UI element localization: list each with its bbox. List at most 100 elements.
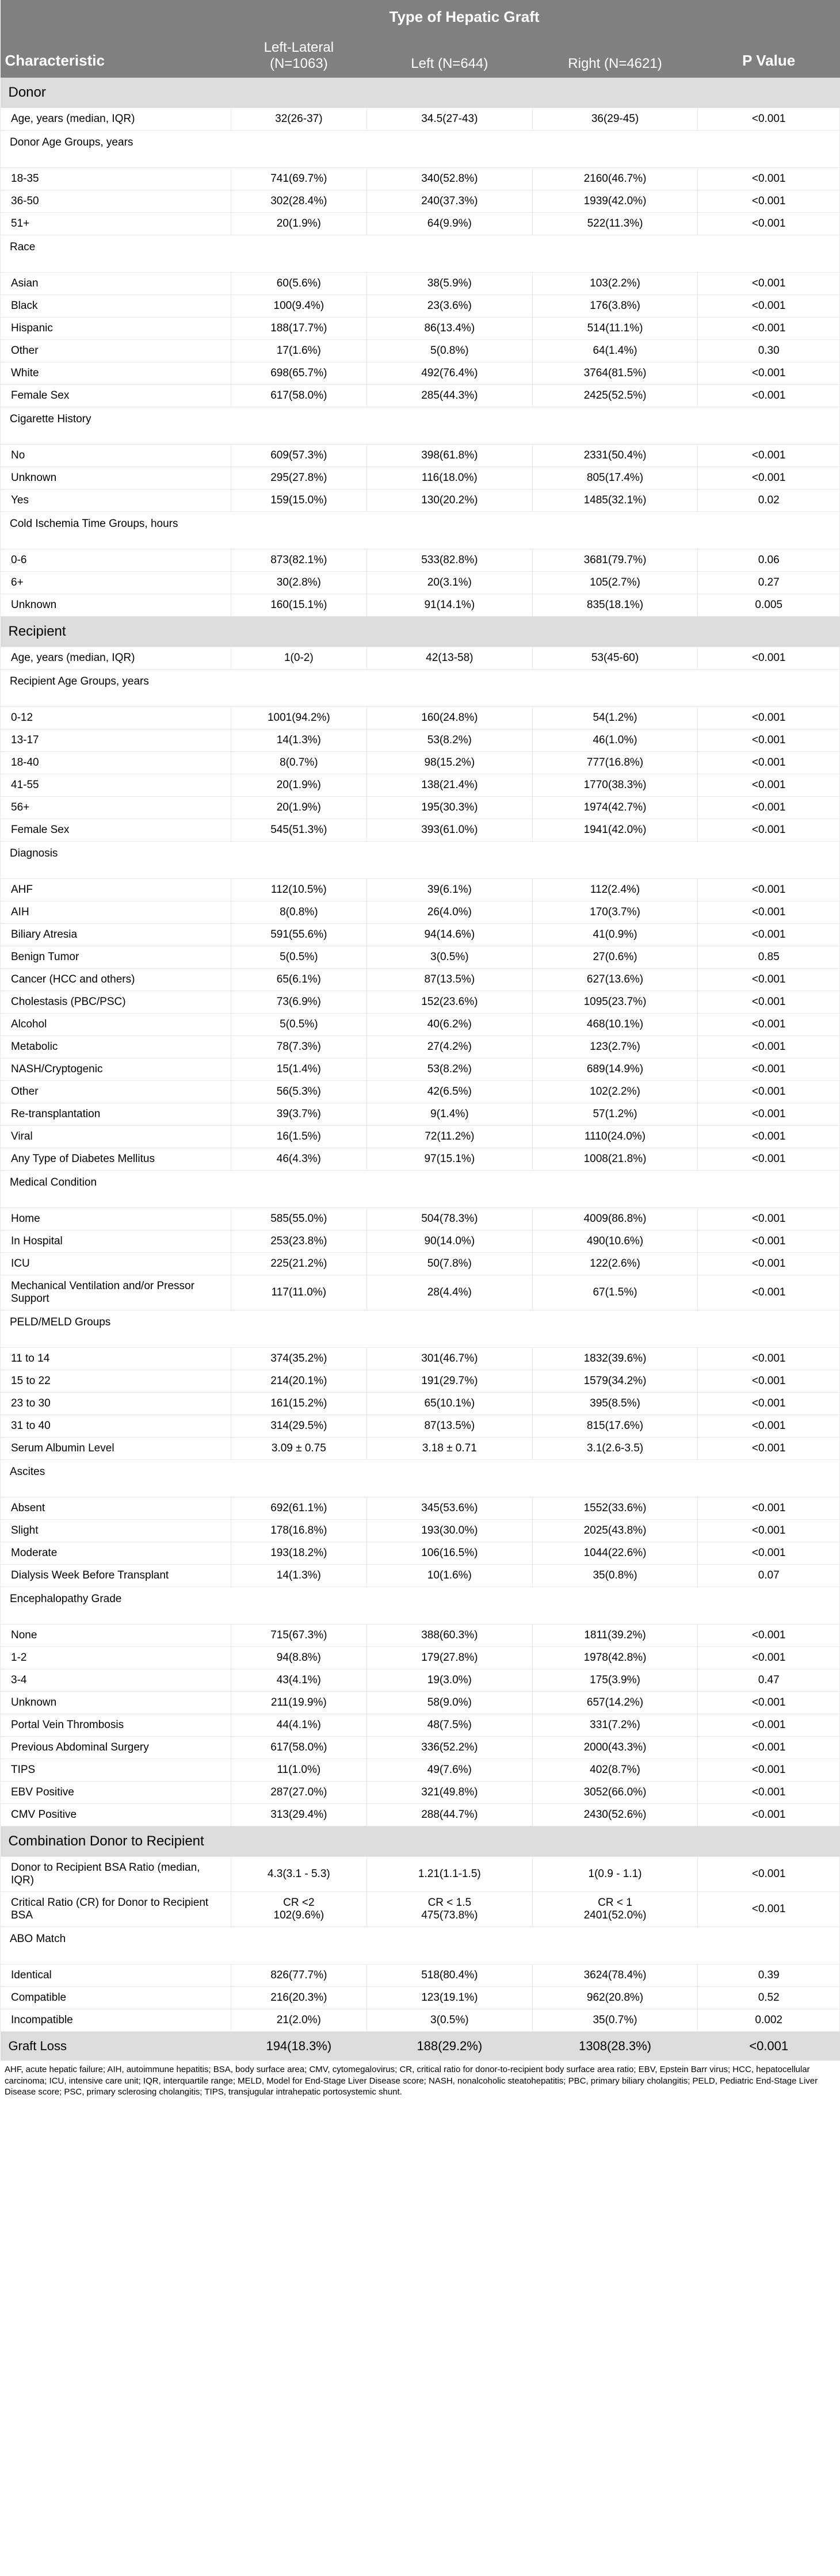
cell-right: 3052(66.0%) [532,1782,698,1804]
cell-left: 285(44.3%) [366,385,532,407]
cell-right: 1095(23.7%) [532,991,698,1014]
cell-left: 50(7.8%) [366,1253,532,1275]
cell-right: 962(20.8%) [532,1987,698,2009]
row-label: In Hospital [1,1230,231,1253]
cell-left: 3.18 ± 0.71 [366,1438,532,1460]
row-label: Unknown [1,467,231,490]
cell-left-lateral: 698(65.7%) [231,362,366,385]
table-row: 3-443(4.1%)19(3.0%)175(3.9%)0.47 [1,1669,840,1692]
cell-right: 835(18.1%) [532,594,698,617]
cell-left-lateral: 178(16.8%) [231,1520,366,1542]
table-row: Unknown160(15.1%)91(14.1%)835(18.1%)0.00… [1,594,840,617]
table-row: No609(57.3%)398(61.8%)2331(50.4%)<0.001 [1,445,840,467]
cell-right: 1552(33.6%) [532,1497,698,1520]
cell-left-lateral: 211(19.9%) [231,1692,366,1714]
cell-right: 175(3.9%) [532,1669,698,1692]
cell-left-lateral: 5(0.5%) [231,1014,366,1036]
cell-left-lateral: 73(6.9%) [231,991,366,1014]
cell-left-lateral: 21(2.0%) [231,2009,366,2032]
cell-pvalue: 0.002 [698,2009,840,2032]
table-row: Identical826(77.7%)518(80.4%)3624(78.4%)… [1,1965,840,1987]
row-label: ICU [1,1253,231,1275]
cell-pvalue: <0.001 [698,991,840,1014]
row-label: No [1,445,231,467]
cell-pvalue: 0.39 [698,1965,840,1987]
table-row: 11 to 14374(35.2%)301(46.7%)1832(39.6%)<… [1,1348,840,1370]
table-row: Serum Albumin Level3.09 ± 0.753.18 ± 0.7… [1,1438,840,1460]
table-row: 31 to 40314(29.5%)87(13.5%)815(17.6%)<0.… [1,1415,840,1438]
cell-right: 36(29-45) [532,108,698,131]
cell-right: 522(11.3%) [532,213,698,235]
graft-loss-left: 188(29.2%) [366,2032,532,2061]
cell-pvalue: 0.02 [698,490,840,512]
row-label: 41-55 [1,774,231,797]
cell-right: 102(2.2%) [532,1081,698,1103]
row-label: 23 to 30 [1,1393,231,1415]
row-label: Other [1,1081,231,1103]
cell-left: 42(6.5%) [366,1081,532,1103]
table-row: Viral16(1.5%)72(11.2%)1110(24.0%)<0.001 [1,1126,840,1148]
cell-left: 26(4.0%) [366,901,532,924]
table-row: Biliary Atresia591(55.6%)94(14.6%)41(0.9… [1,924,840,946]
cell-left: 321(49.8%) [366,1782,532,1804]
row-label: 31 to 40 [1,1415,231,1438]
cell-left: 533(82.8%) [366,549,532,572]
cell-pvalue: 0.30 [698,340,840,362]
cell-pvalue: <0.001 [698,1804,840,1826]
table-row: 51+20(1.9%)64(9.9%)522(11.3%)<0.001 [1,213,840,235]
cell-pvalue: <0.001 [698,1370,840,1393]
cell-left-lateral: 14(1.3%) [231,729,366,752]
cell-left-lateral: 1001(94.2%) [231,707,366,729]
graft-loss-right: 1308(28.3%) [532,2032,698,2061]
subheader-row: Ascites [1,1460,840,1497]
row-label: Dialysis Week Before Transplant [1,1565,231,1587]
cell-right: 4009(86.8%) [532,1208,698,1230]
row-label: Female Sex [1,819,231,842]
table-row: TIPS11(1.0%)49(7.6%)402(8.7%)<0.001 [1,1759,840,1782]
table-row: 6+30(2.8%)20(3.1%)105(2.7%)0.27 [1,572,840,594]
cell-left: 152(23.6%) [366,991,532,1014]
table-row: Cholestasis (PBC/PSC)73(6.9%)152(23.6%)1… [1,991,840,1014]
cell-left: 19(3.0%) [366,1669,532,1692]
section-header-row: Donor [1,78,840,108]
cell-left-lateral: 287(27.0%) [231,1782,366,1804]
subheader-row: Cold Ischemia Time Groups, hours [1,512,840,549]
table-container: Characteristic Type of Hepatic Graft P V… [0,0,840,2105]
cell-right: 331(7.2%) [532,1714,698,1737]
row-label: Asian [1,273,231,295]
cell-left-lateral: 32(26-37) [231,108,366,131]
cell-left: 42(13-58) [366,647,532,670]
cell-pvalue: <0.001 [698,108,840,131]
row-label: 51+ [1,213,231,235]
table-row: Asian60(5.6%)38(5.9%)103(2.2%)<0.001 [1,273,840,295]
cell-pvalue: <0.001 [698,879,840,901]
cell-right: 3.1(2.6-3.5) [532,1438,698,1460]
cell-pvalue: <0.001 [698,1415,840,1438]
cell-pvalue: 0.85 [698,946,840,969]
row-label: Compatible [1,1987,231,2009]
cell-left-lateral: 545(51.3%) [231,819,366,842]
subheader-row: Race [1,235,840,273]
cell-left-lateral: 160(15.1%) [231,594,366,617]
subheader-row: Medical Condition [1,1171,840,1208]
header-col-right: Right (N=4621) [532,34,698,78]
cell-left: 116(18.0%) [366,467,532,490]
row-label: Black [1,295,231,318]
table-row: Portal Vein Thrombosis44(4.1%)48(7.5%)33… [1,1714,840,1737]
cell-right: 514(11.1%) [532,318,698,340]
cell-right: 64(1.4%) [532,340,698,362]
row-label: TIPS [1,1759,231,1782]
cell-left-lateral: 60(5.6%) [231,273,366,295]
cell-right: 490(10.6%) [532,1230,698,1253]
table-row: Black100(9.4%)23(3.6%)176(3.8%)<0.001 [1,295,840,318]
cell-left-lateral: 5(0.5%) [231,946,366,969]
cell-right: 176(3.8%) [532,295,698,318]
graft-loss-left-lateral: 194(18.3%) [231,2032,366,2061]
cell-right: 3764(81.5%) [532,362,698,385]
cell-left: 90(14.0%) [366,1230,532,1253]
cell-pvalue: <0.001 [698,1782,840,1804]
cell-pvalue: <0.001 [698,1253,840,1275]
cell-left-lateral: 295(27.8%) [231,467,366,490]
cell-left-lateral: 609(57.3%) [231,445,366,467]
cell-left: 65(10.1%) [366,1393,532,1415]
